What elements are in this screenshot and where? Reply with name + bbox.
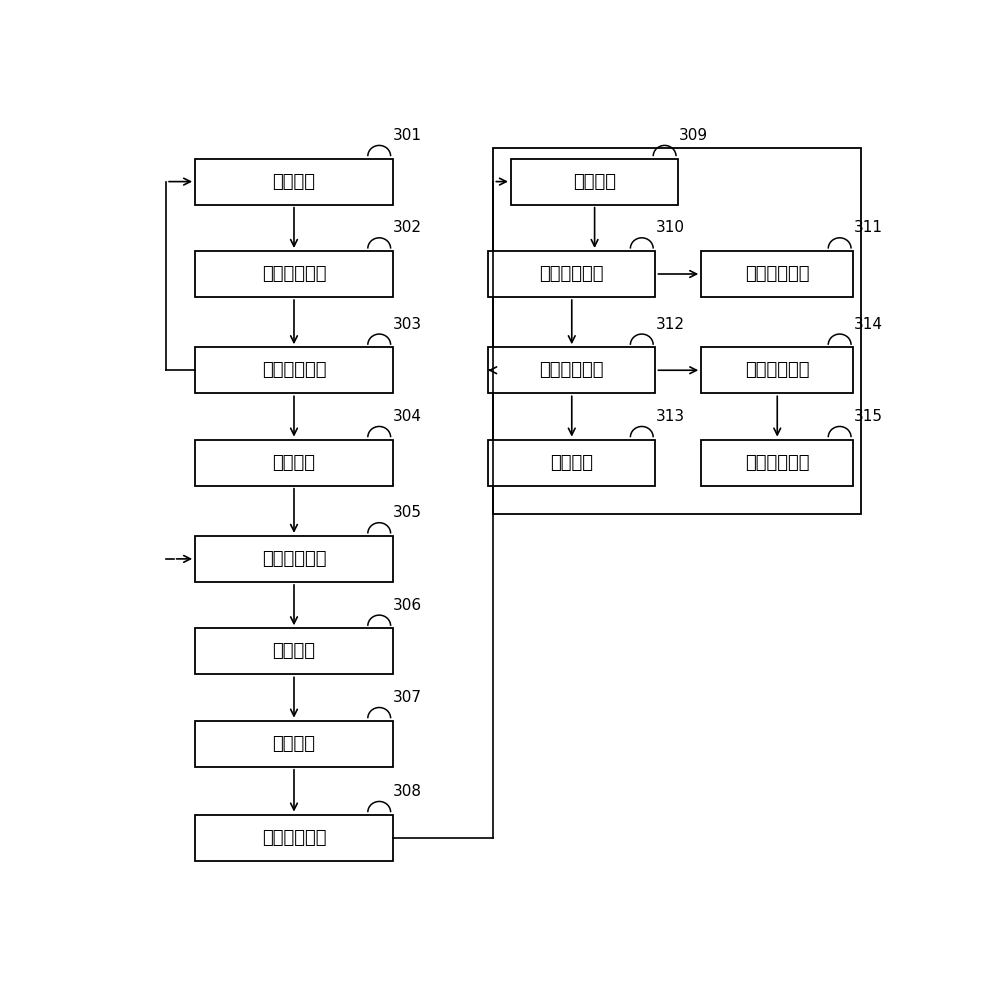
Text: 301: 301 [393,128,422,143]
Text: 提取模块: 提取模块 [272,454,315,472]
Text: 第二返回模块: 第二返回模块 [745,454,809,472]
Text: 312: 312 [656,317,684,332]
Text: 第三判断模块: 第三判断模块 [539,361,604,379]
Bar [195,628,393,674]
Text: 第二计算模块: 第二计算模块 [262,550,326,568]
Text: 第二选相模块: 第二选相模块 [745,361,809,379]
Bar [701,347,853,393]
Text: 302: 302 [393,220,422,235]
Bar [195,251,393,297]
Bar [195,440,393,486]
Bar [701,251,853,297]
Text: 309: 309 [679,128,707,143]
Text: 第一计算模块: 第一计算模块 [262,265,326,283]
Bar [195,721,393,767]
Bar [488,440,656,486]
Text: 306: 306 [393,598,422,613]
Text: 307: 307 [393,690,422,705]
Text: 303: 303 [393,317,422,332]
Text: 采集模块: 采集模块 [272,173,315,191]
Text: 入队模块: 入队模块 [573,173,616,191]
Text: 第二判断模块: 第二判断模块 [539,265,604,283]
Text: 排序模块: 排序模块 [272,642,315,660]
Text: 第一选相模块: 第一选相模块 [262,829,326,847]
Bar [701,440,853,486]
Text: 第一返回模块: 第一返回模块 [745,265,809,283]
Bar [195,347,393,393]
Text: 生成模块: 生成模块 [272,735,315,753]
Text: 310: 310 [656,220,684,235]
Bar [195,159,393,205]
Bar [195,815,393,861]
Bar [195,536,393,582]
Text: 314: 314 [853,317,883,332]
Text: 304: 304 [393,409,422,424]
Text: 313: 313 [656,409,684,424]
Bar [493,148,861,514]
Text: 305: 305 [393,505,422,520]
Bar [488,347,656,393]
Text: 第一判断模块: 第一判断模块 [262,361,326,379]
Text: 315: 315 [853,409,883,424]
Text: 311: 311 [853,220,883,235]
Text: 输出模块: 输出模块 [550,454,593,472]
Text: 308: 308 [393,784,422,799]
Bar [511,159,679,205]
Bar [488,251,656,297]
